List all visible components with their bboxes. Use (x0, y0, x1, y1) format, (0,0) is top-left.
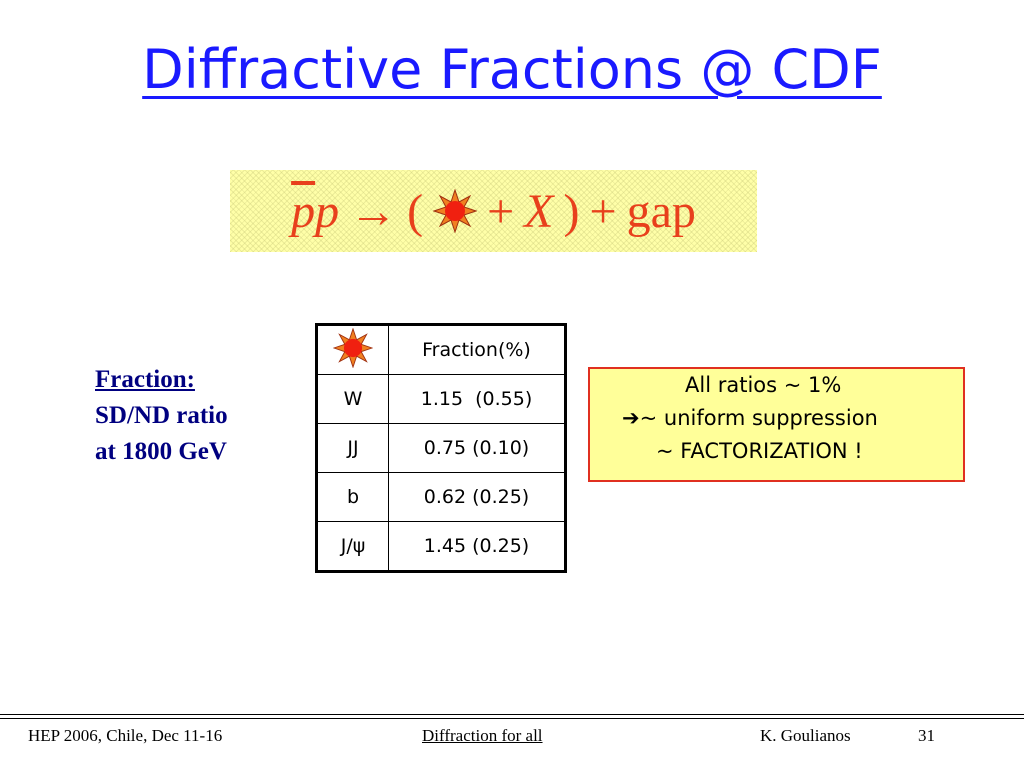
table-row: b 0.62 (0.25) (316, 472, 566, 522)
table-cell: 1.45 (0.25) (388, 521, 566, 572)
sun-icon (433, 189, 478, 233)
formula-part: ( (407, 184, 424, 238)
footer-rule (0, 714, 1024, 719)
header-icon-cell (316, 324, 389, 375)
formula-part: p (291, 184, 316, 238)
formula-part: ) (563, 184, 580, 238)
table-cell: b (316, 472, 389, 522)
formula-part: X (524, 184, 554, 238)
table-cell: 0.75 (0.10) (388, 423, 566, 473)
formula-part: + (589, 184, 617, 238)
table-cell: 1.15 (0.55) (388, 374, 566, 424)
formula-part: gap (626, 184, 696, 238)
label-line: SD/ND ratio (95, 402, 228, 429)
header-cell: Fraction(%) (388, 324, 566, 375)
arrow-icon: ➔ (622, 406, 640, 430)
title: Diffractive Fractions @ CDF (142, 38, 882, 101)
formula-part: + (487, 184, 515, 238)
table-row: J/ψ 1.45 (0.25) (316, 521, 566, 572)
table-row: W 1.15 (0.55) (316, 374, 566, 424)
sun-icon (332, 326, 374, 369)
formula: pp → ( + X ) + gap (230, 170, 757, 252)
fraction-table: Fraction(%) W 1.15 (0.55) JJ 0.75 (0.10) b 0.… (315, 323, 567, 573)
footer-right: K. Goulianos (760, 726, 851, 745)
table-cell: JJ (316, 423, 389, 473)
formula-part: pp (291, 184, 339, 239)
table-header: Fraction(%) (316, 324, 566, 375)
footer-left: HEP 2006, Chile, Dec 11-16 (28, 726, 223, 745)
table-cell: J/ψ (316, 521, 389, 572)
formula-part: → (349, 184, 398, 238)
note-line: ~ FACTORIZATION ! (656, 439, 863, 463)
side-label: Fraction: SD/ND ratio at 1800 GeV (95, 362, 228, 470)
formula-part: p (315, 184, 340, 238)
footer-center: Diffraction for all (422, 726, 543, 745)
note-box: All ratios ~ 1% ➔~ uniform suppression ~… (588, 367, 965, 482)
table-row: JJ 0.75 (0.10) (316, 423, 566, 473)
note-line: All ratios ~ 1% (685, 373, 842, 397)
table-cell: W (316, 374, 389, 424)
page-number: 31 (918, 726, 935, 745)
label-line: Fraction: (95, 366, 195, 393)
note-line: ~ uniform suppression (639, 406, 878, 430)
table-body: Fraction(%) W 1.15 (0.55) JJ 0.75 (0.10) b 0.… (316, 324, 566, 572)
table-cell: 0.62 (0.25) (388, 472, 566, 522)
label-line: at 1800 GeV (95, 438, 227, 465)
note-row: ➔~ uniform suppression (590, 402, 963, 435)
